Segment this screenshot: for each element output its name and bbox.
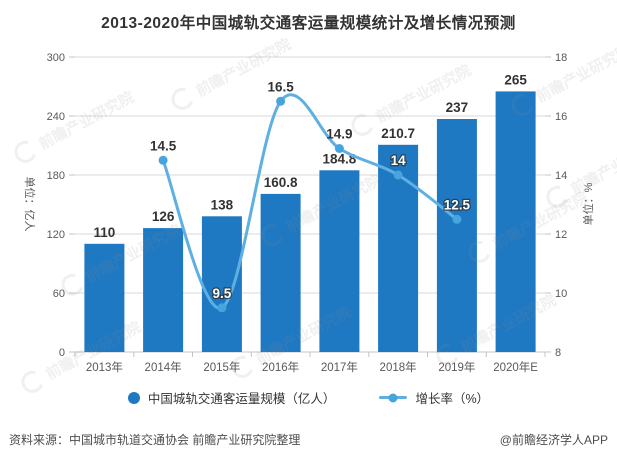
svg-text:12: 12	[555, 229, 567, 241]
bar-2014年	[143, 228, 184, 352]
svg-text:14: 14	[555, 170, 567, 182]
bar-2013年	[84, 243, 125, 352]
bar-series: 110 126 138 160.8 184.8 210.7 237 265	[84, 72, 536, 353]
chart-title: 2013-2020年中国城轨交通客运量规模统计及增长情况预测	[101, 15, 516, 32]
bar-series-marker-icon	[127, 391, 140, 404]
right-axis-unit-label: 单位：%	[583, 182, 595, 226]
bar-2020年E	[495, 91, 536, 353]
x-axis-label: 2013年	[86, 360, 123, 374]
x-axis-label: 2014年	[145, 360, 182, 374]
credit-text: @前瞻经济学人APP	[499, 433, 608, 447]
bar-value-label: 237	[446, 100, 469, 115]
line-value-label: 16.5	[267, 79, 294, 94]
svg-text:18: 18	[555, 52, 567, 64]
right-axis: 8 10 12 14 16 18	[545, 52, 567, 359]
x-axis-label: 2015年	[203, 360, 240, 374]
bar-value-label: 138	[211, 197, 234, 212]
svg-text:60: 60	[53, 288, 65, 300]
x-axis-label: 2018年	[380, 360, 417, 374]
bar-2016年	[260, 193, 301, 352]
line-value-label: 9.5	[213, 286, 232, 301]
line-value-label: 12.5	[444, 197, 471, 212]
bar-value-label: 160.8	[264, 175, 298, 190]
line-series: 14.5 9.5 16.5 14.9 14 12.5	[150, 79, 472, 313]
footer: 资料来源：中国城市轨道交通协会 前瞻产业研究院整理 @前瞻经济学人APP	[9, 431, 608, 448]
bar-2019年	[436, 119, 477, 353]
point-2018年	[393, 170, 403, 180]
legend-line-series-label: 增长率（%）	[415, 392, 490, 406]
bar-value-label: 210.7	[381, 126, 415, 141]
point-2017年	[334, 144, 344, 153]
x-axis-label: 2019年	[438, 360, 475, 374]
point-2019年	[452, 214, 462, 224]
line-value-label: 14	[391, 153, 407, 168]
line-series-marker-icon	[379, 393, 408, 402]
line-value-label: 14.9	[326, 127, 352, 142]
legend-bar-series-label: 中国城轨交通客运量规模（亿人）	[147, 392, 336, 406]
x-axis: 2013年 2014年 2015年 2016年 2017年 2018年 2019年 2020年…	[74, 352, 546, 374]
legend: 中国城轨交通客运量规模（亿人） 增长率（%）	[0, 388, 617, 407]
data-source-text: 资料来源：中国城市轨道交通协会 前瞻产业研究院整理	[9, 433, 301, 447]
bar-value-label: 265	[504, 72, 527, 87]
svg-text:8: 8	[555, 347, 561, 359]
point-2015年	[217, 303, 227, 313]
bar-value-label: 126	[152, 209, 175, 224]
x-axis-label: 2016年	[262, 360, 299, 374]
left-axis-unit-label: 单位：亿人	[23, 176, 35, 232]
bar-2015年	[201, 216, 242, 352]
bar-value-label: 110	[94, 225, 116, 240]
legend-item-line-series: 增长率（%）	[379, 388, 489, 407]
x-axis-label: 2020年E	[493, 360, 538, 374]
point-2014年	[158, 155, 168, 165]
bar-2017年	[319, 170, 360, 352]
bar-value-label: 184.8	[323, 151, 357, 166]
line-series-dot-icon	[388, 393, 398, 402]
line-value-label: 14.5	[150, 138, 177, 153]
legend-item-bar-series: 中国城轨交通客运量规模（亿人）	[127, 388, 336, 407]
svg-text:120: 120	[47, 229, 65, 241]
point-2016年	[276, 96, 286, 106]
x-axis-label: 2017年	[321, 360, 358, 374]
left-axis: 0 60 120 180 240 300	[47, 52, 75, 359]
svg-text:0: 0	[59, 347, 65, 359]
svg-text:300: 300	[47, 52, 65, 64]
svg-text:180: 180	[47, 170, 65, 182]
svg-text:240: 240	[47, 111, 65, 123]
svg-text:16: 16	[555, 111, 567, 123]
svg-text:10: 10	[555, 288, 567, 300]
